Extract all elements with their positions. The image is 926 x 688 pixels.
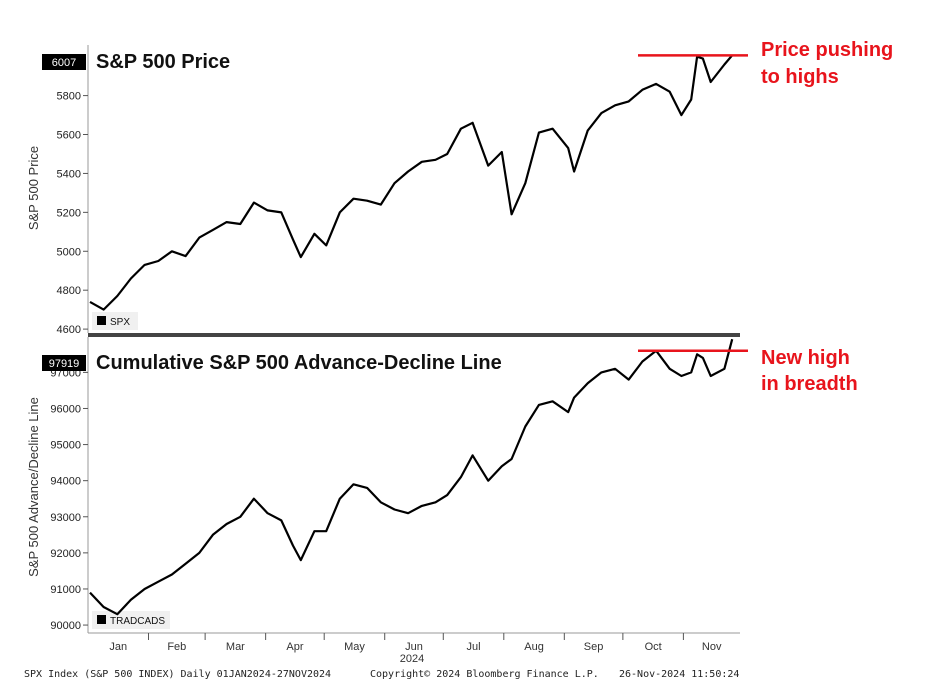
ad-line-panel: 9000091000920009300094000950009600097000…: [26, 337, 858, 634]
footer-series-info: SPX Index (S&P 500 INDEX) Daily 01JAN202…: [24, 669, 332, 680]
spx-y-tick-label: 5600: [57, 130, 81, 142]
spx-price-panel: 4600 4800 5000 5200 5400 5600 5800 S&P 500 Pri…: [26, 39, 893, 336]
ad-chart-title: Cumulative S&P 500 Advance-Decline Line: [96, 352, 502, 374]
spx-y-tick-label: 4800: [57, 285, 81, 297]
x-tick-label-may: May: [344, 641, 365, 653]
ad-legend-box: [92, 611, 170, 629]
spx-annotation-line1: Price pushing: [761, 39, 893, 61]
x-tick-label-jul: Jul: [467, 641, 481, 653]
spx-y-ticks: 4600 4800 5000 5200 5400 5600 5800: [57, 91, 88, 336]
footer-timestamp: 26-Nov-2024 11:50:24: [619, 669, 740, 680]
spx-series-line: [89, 54, 734, 311]
ad-y-axis-label: S&P 500 Advance/Decline Line: [26, 397, 41, 577]
ad-series-line: [89, 338, 734, 616]
ad-legend-swatch: [97, 615, 106, 624]
spx-plot-area: [88, 45, 740, 333]
ad-y-tick-label: 95000: [50, 440, 81, 452]
ad-y-tick-label: 93000: [50, 512, 81, 524]
ad-legend: TRADCADS: [92, 611, 170, 629]
ad-y-tick-label: 92000: [50, 548, 81, 560]
x-tick-label-feb: Feb: [167, 641, 186, 653]
ad-y-tick-label: 96000: [50, 403, 81, 415]
spx-y-tick-label: 5800: [57, 91, 81, 103]
spx-y-tick-label: 5200: [57, 207, 81, 219]
x-tick-label-nov: Nov: [702, 641, 722, 653]
x-tick-label-jun: Jun: [405, 641, 423, 653]
x-tick-label-apr: Apr: [286, 641, 303, 653]
ad-y-tick-label: 90000: [50, 620, 81, 632]
spx-annotation-line2: to highs: [761, 66, 839, 88]
spx-y-tick-label: 5000: [57, 246, 81, 258]
x-axis-year: 2024: [400, 653, 424, 665]
ad-y-tick-label: 94000: [50, 476, 81, 488]
ad-annotation-line2: in breadth: [761, 373, 858, 395]
spx-last-value-text: 6007: [52, 57, 76, 69]
x-tick-label-aug: Aug: [524, 641, 544, 653]
ad-y-tick-label: 91000: [50, 584, 81, 596]
x-tick-label-oct: Oct: [645, 641, 662, 653]
spx-y-tick-label: 5400: [57, 168, 81, 180]
spx-legend: SPX: [92, 312, 138, 330]
x-tick-label-jan: Jan: [109, 641, 127, 653]
x-axis: Jan Feb Mar Apr May Jun Jul Aug Sep Oct Nov: [109, 633, 722, 653]
ad-last-value-tag: 97919: [42, 355, 86, 371]
ad-last-value-text: 97919: [49, 358, 80, 370]
ad-series-group: [89, 338, 734, 616]
spx-y-axis-label: S&P 500 Price: [26, 146, 41, 230]
x-tick-label-mar: Mar: [226, 641, 245, 653]
panel-divider: [88, 333, 740, 337]
spx-y-tick-label: 4600: [57, 324, 81, 336]
footer-copyright: Copyright© 2024 Bloomberg Finance L.P.: [370, 669, 599, 680]
spx-chart-title: S&P 500 Price: [96, 51, 230, 73]
spx-legend-swatch: [97, 316, 106, 325]
ad-legend-label: TRADCADS: [110, 616, 165, 627]
x-tick-label-sep: Sep: [584, 641, 604, 653]
ad-annotation-line1: New high: [761, 347, 850, 369]
spx-last-value-tag: 6007: [42, 54, 86, 70]
spx-series-group: [89, 54, 734, 311]
spx-legend-label: SPX: [110, 317, 130, 328]
